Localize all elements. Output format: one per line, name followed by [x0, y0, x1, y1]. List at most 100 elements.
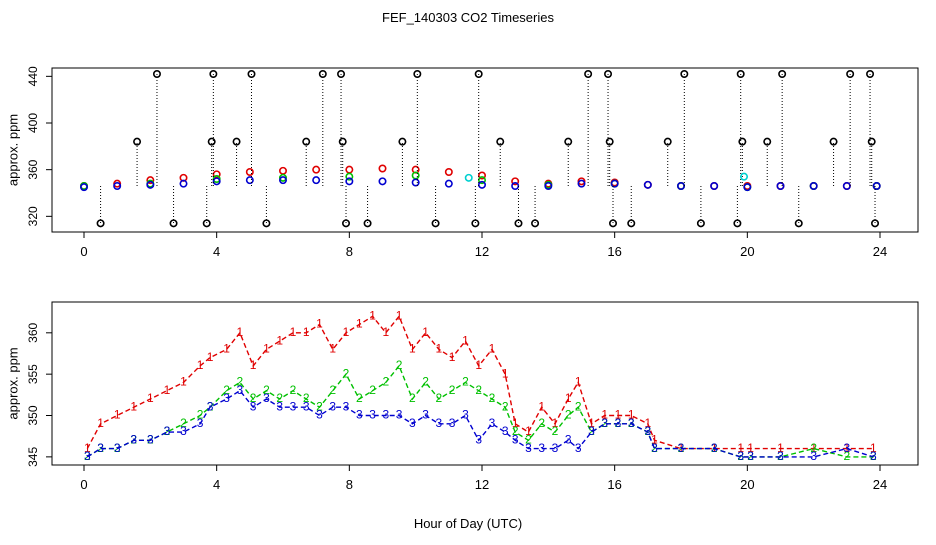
- data-point: [763, 137, 772, 146]
- data-point: [740, 172, 749, 181]
- data-point: [398, 137, 407, 146]
- series-marker-2: 2: [130, 432, 137, 446]
- series-marker-1: 1: [565, 391, 572, 405]
- data-point: [363, 219, 372, 228]
- x-tick-label: 8: [346, 244, 353, 259]
- series-marker-3: 3: [644, 424, 651, 438]
- series-marker-1: 1: [747, 441, 754, 455]
- data-point: [338, 137, 347, 146]
- series-marker-1: 1: [382, 325, 389, 339]
- series-marker-1: 1: [97, 416, 104, 430]
- data-point: [872, 182, 881, 191]
- series-marker-3: 3: [512, 432, 519, 446]
- data-point: [247, 70, 256, 79]
- series-marker-1: 1: [575, 375, 582, 389]
- series-marker-3: 3: [651, 441, 658, 455]
- series-marker-2: 2: [462, 375, 469, 389]
- y-tick-label: 320: [26, 206, 40, 226]
- series-marker-1: 1: [130, 399, 137, 413]
- data-point: [829, 137, 838, 146]
- series-marker-1: 1: [678, 441, 685, 455]
- series-marker-2: 2: [489, 391, 496, 405]
- series-marker-1: 1: [84, 441, 91, 455]
- data-point: [643, 180, 652, 189]
- data-point: [471, 219, 480, 228]
- series-marker-1: 1: [502, 366, 509, 380]
- data-point: [232, 137, 241, 146]
- series-marker-3: 3: [843, 441, 850, 455]
- series-marker-1: 1: [343, 325, 350, 339]
- x-tick-label: 12: [475, 477, 489, 492]
- series-marker-2: 2: [843, 449, 850, 463]
- series-marker-2: 2: [538, 416, 545, 430]
- series-marker-2: 2: [197, 408, 204, 422]
- series-marker-2: 2: [290, 383, 297, 397]
- series-marker-1: 1: [409, 342, 416, 356]
- series-marker-1: 1: [552, 416, 559, 430]
- data-point: [577, 179, 586, 188]
- data-point: [302, 137, 311, 146]
- series-marker-3: 3: [737, 449, 744, 463]
- series-marker-3: 3: [180, 424, 187, 438]
- data-point: [743, 183, 752, 192]
- series-marker-2: 2: [303, 391, 310, 405]
- series-marker-2: 2: [737, 449, 744, 463]
- series-marker-1: 1: [276, 333, 283, 347]
- data-point: [444, 179, 453, 188]
- data-point: [413, 70, 422, 79]
- series-line-1: [86, 314, 874, 450]
- series-marker-3: 3: [356, 408, 363, 422]
- series-marker-1: 1: [628, 408, 635, 422]
- series-marker-3: 3: [396, 408, 403, 422]
- plot-frame: [51, 67, 919, 233]
- series-marker-3: 3: [422, 408, 429, 422]
- series-marker-3: 3: [303, 399, 310, 413]
- data-point: [610, 179, 619, 188]
- y-tick-label: 350: [26, 405, 40, 425]
- data-point: [474, 70, 483, 79]
- series-marker-2: 2: [747, 449, 754, 463]
- series-marker-1: 1: [329, 342, 336, 356]
- series-marker-1: 1: [396, 308, 403, 322]
- data-point: [342, 219, 351, 228]
- data-point: [776, 182, 785, 191]
- series-marker-2: 2: [180, 416, 187, 430]
- data-point: [444, 168, 453, 177]
- data-point: [736, 70, 745, 79]
- data-point: [245, 168, 254, 177]
- data-point: [179, 179, 188, 188]
- data-point: [113, 182, 122, 191]
- series-marker-1: 1: [475, 358, 482, 372]
- x-tick-label: 4: [213, 244, 220, 259]
- data-point: [496, 137, 505, 146]
- series-marker-3: 3: [343, 399, 350, 413]
- data-point: [169, 219, 178, 228]
- data-point: [318, 70, 327, 79]
- data-point: [696, 219, 705, 228]
- data-point: [431, 219, 440, 228]
- data-point: [202, 219, 211, 228]
- data-point: [846, 70, 855, 79]
- series-marker-3: 3: [276, 399, 283, 413]
- data-point: [133, 137, 142, 146]
- data-point: [738, 137, 747, 146]
- series-marker-1: 1: [207, 350, 214, 364]
- series-marker-1: 1: [303, 325, 310, 339]
- series-marker-3: 3: [870, 449, 877, 463]
- series-line-3: [86, 389, 874, 458]
- data-point: [778, 70, 787, 79]
- series-marker-1: 1: [615, 408, 622, 422]
- series-marker-1: 1: [369, 308, 376, 322]
- series-marker-1: 1: [237, 325, 244, 339]
- series-marker-3: 3: [97, 441, 104, 455]
- x-tick-label: 8: [346, 477, 353, 492]
- series-marker-3: 3: [711, 441, 718, 455]
- series-marker-3: 3: [565, 432, 572, 446]
- data-point: [866, 70, 875, 79]
- series-marker-1: 1: [870, 441, 877, 455]
- y-axis-label: approx. ppm: [5, 347, 20, 419]
- data-point: [604, 70, 613, 79]
- series-marker-2: 2: [436, 391, 443, 405]
- data-point: [676, 182, 685, 191]
